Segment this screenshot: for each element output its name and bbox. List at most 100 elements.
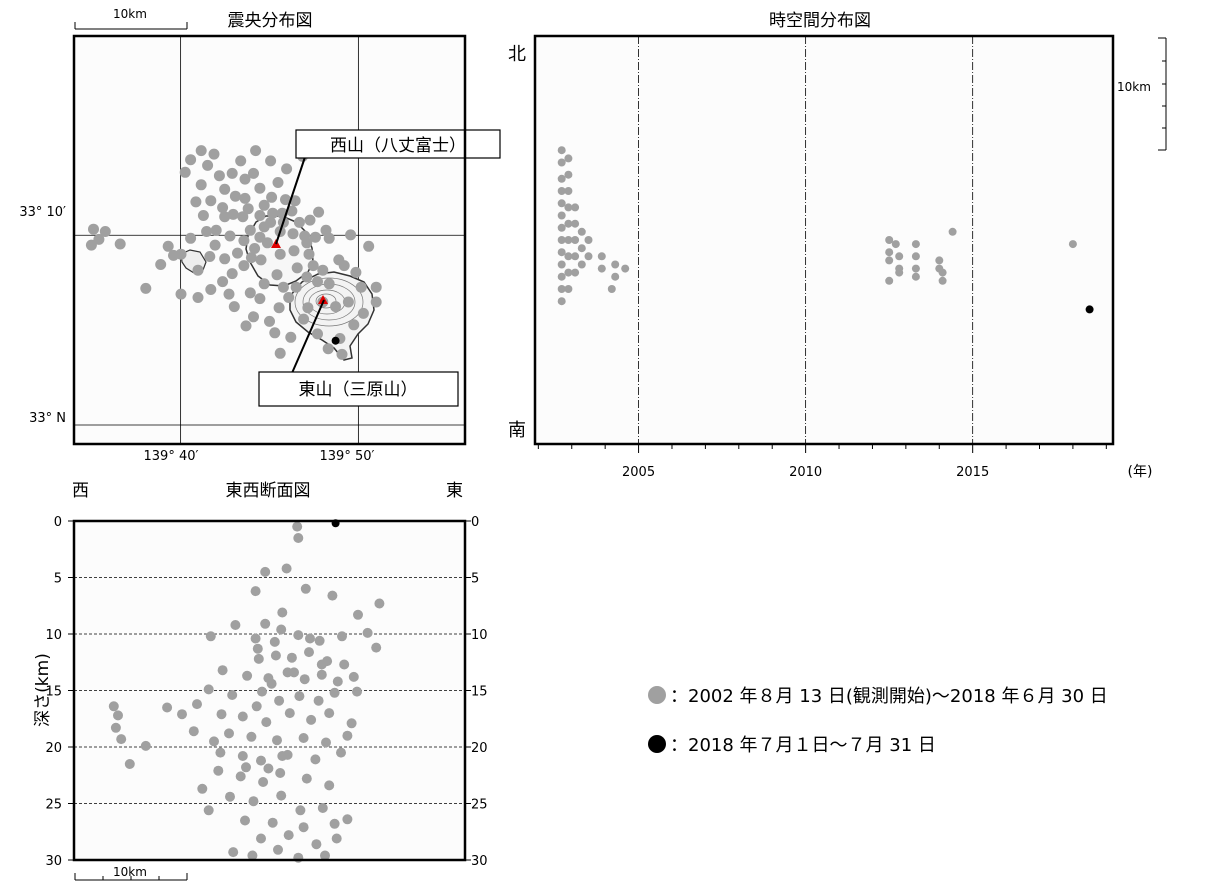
hypocenter-point [250, 633, 261, 644]
map-epicenter-point [197, 210, 209, 221]
spacetime-point [577, 260, 586, 269]
hypocenter-point [324, 780, 335, 791]
map-epicenter-point [370, 281, 382, 293]
north-label: 北 [508, 44, 526, 65]
hypocenter-point [258, 777, 269, 787]
hypocenter-point [246, 731, 257, 742]
depth-label-left-30: 30 [45, 854, 62, 869]
higashiyama-island [289, 271, 375, 361]
cross-section-scale-bar: 10km [74, 865, 188, 881]
map-epicenter-point [269, 327, 281, 339]
hypocenter-point [317, 803, 328, 813]
map-epicenter-point [291, 262, 303, 274]
map-epicenter-point [195, 145, 207, 157]
spacetime-chart: 時空間分布図 北 南 2005 2010 2015 (年) 10km [508, 11, 1167, 480]
map-epicenter-point [248, 167, 259, 179]
spacetime-point [557, 248, 566, 257]
spacetime-point [885, 248, 894, 257]
legend-text-period1: ：2002 年８月 13 日(観測開始)～2018 年６月 30 日 [670, 686, 1108, 707]
map-epicenter-point [274, 248, 286, 260]
spacetime-point [584, 252, 593, 261]
hypocenter-point [252, 643, 263, 654]
hypocenter-point [217, 665, 228, 676]
map-lat-label-1: 33° 10′ [19, 205, 66, 220]
epicenter-map: 震央分布図 10km 西山（八丈富士） 東山（三原山） 33 [19, 7, 501, 464]
map-epicenter-point [168, 249, 179, 261]
hypocenter-point [270, 650, 281, 661]
spacetime-point [938, 276, 947, 285]
map-epicenter-point [205, 284, 217, 295]
legend-marker-black-dot [648, 735, 666, 753]
map-epicenter-point [88, 223, 99, 235]
hypocenter-point [192, 699, 202, 710]
map-epicenter-point [254, 231, 266, 243]
map-epicenter-point [192, 292, 204, 303]
spacetime-point [597, 264, 606, 273]
hypocenter-point [352, 686, 362, 697]
map-epicenter-point [271, 269, 283, 281]
map-epicenter-point [250, 145, 262, 157]
depth-label-left-5: 5 [54, 572, 62, 587]
map-epicenter-point [185, 154, 197, 166]
spacetime-plot-area [535, 36, 1113, 444]
map-epicenter-point [226, 167, 238, 179]
map-epicenter-point [281, 163, 293, 175]
map-frame [72, 34, 467, 446]
hypocenter-point [304, 647, 314, 658]
hypocenter-point [374, 598, 385, 609]
map-epicenter-point [217, 276, 229, 288]
hypocenter-point [188, 726, 199, 737]
spacetime-point [564, 203, 573, 212]
spacetime-point [564, 187, 573, 195]
hypocenter-point [241, 762, 251, 773]
map-epicenter-point [258, 199, 270, 211]
map-epicenter-point [192, 264, 204, 276]
hypocenter-point [293, 630, 304, 641]
spacetime-point [564, 285, 573, 293]
hypocenter-point [314, 635, 325, 646]
spacetime-point [938, 268, 947, 277]
map-epicenter-point [235, 155, 247, 167]
hypocenter-point [277, 751, 288, 761]
hypocenter-point [230, 620, 241, 630]
spacetime-point [571, 219, 580, 228]
map-epicenter-point [93, 233, 105, 245]
hypocenter-point [250, 586, 261, 597]
spacetime-point [564, 268, 573, 277]
spacetime-frame [533, 34, 1115, 446]
map-epicenter-point [357, 307, 369, 319]
hypocenter-point [289, 667, 299, 678]
map-lon-label-2: 139° 50′ [320, 449, 375, 464]
depth-label-right-10: 10 [471, 628, 488, 643]
map-epicenter-point [208, 148, 220, 160]
hypocenter-point [177, 709, 187, 720]
hypocenter-point [257, 686, 267, 697]
map-epicenter-point [209, 239, 221, 251]
spacetime-point [557, 223, 566, 232]
hypocenter-point [300, 583, 311, 594]
map-epicenter-point [322, 343, 334, 355]
map-epicenter-point [254, 210, 266, 221]
hypocenter-point [273, 844, 283, 855]
hypocenter-point [227, 690, 238, 700]
map-epicenter-point [287, 228, 299, 240]
hypocenter-point [346, 718, 357, 729]
map-epicenter-point [238, 235, 250, 247]
spacetime-point [557, 285, 566, 293]
depth-label-right-5: 5 [471, 572, 479, 587]
hypocenter-point [162, 702, 173, 713]
map-epicenter-point [338, 260, 350, 272]
hypocenter-point [348, 671, 359, 682]
hypocenter-point [275, 768, 286, 778]
hypocenter-point [237, 711, 248, 722]
map-epicenter-point [140, 282, 152, 294]
map-epicenter-point [99, 226, 111, 237]
spacetime-point [895, 268, 904, 277]
map-epicenter-point [273, 302, 285, 314]
spacetime-point [571, 236, 580, 244]
hypocenter-point [371, 642, 382, 653]
legend-marker-gray-dot [648, 686, 666, 704]
higashiyama-vent-marker [318, 295, 328, 304]
map-epicenter-point [238, 260, 250, 272]
year-tick-label-2005: 2005 [622, 465, 655, 480]
